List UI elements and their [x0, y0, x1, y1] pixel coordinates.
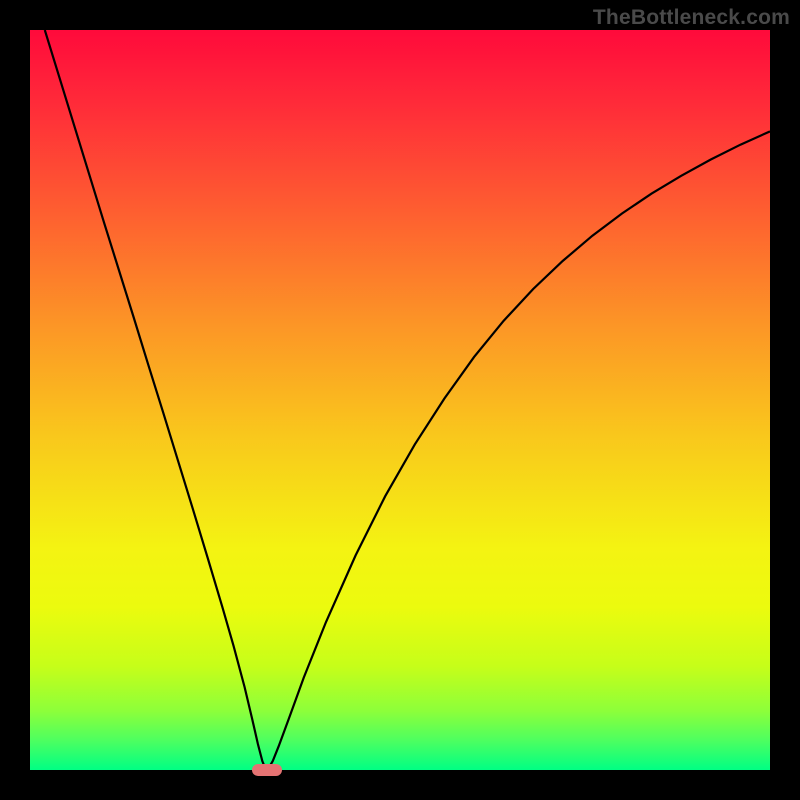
- bottleneck-curve: [45, 30, 770, 769]
- chart-curve-svg: [30, 30, 770, 770]
- chart-plot-area: [30, 30, 770, 770]
- watermark-text: TheBottleneck.com: [593, 6, 790, 30]
- trough-marker: [252, 764, 282, 776]
